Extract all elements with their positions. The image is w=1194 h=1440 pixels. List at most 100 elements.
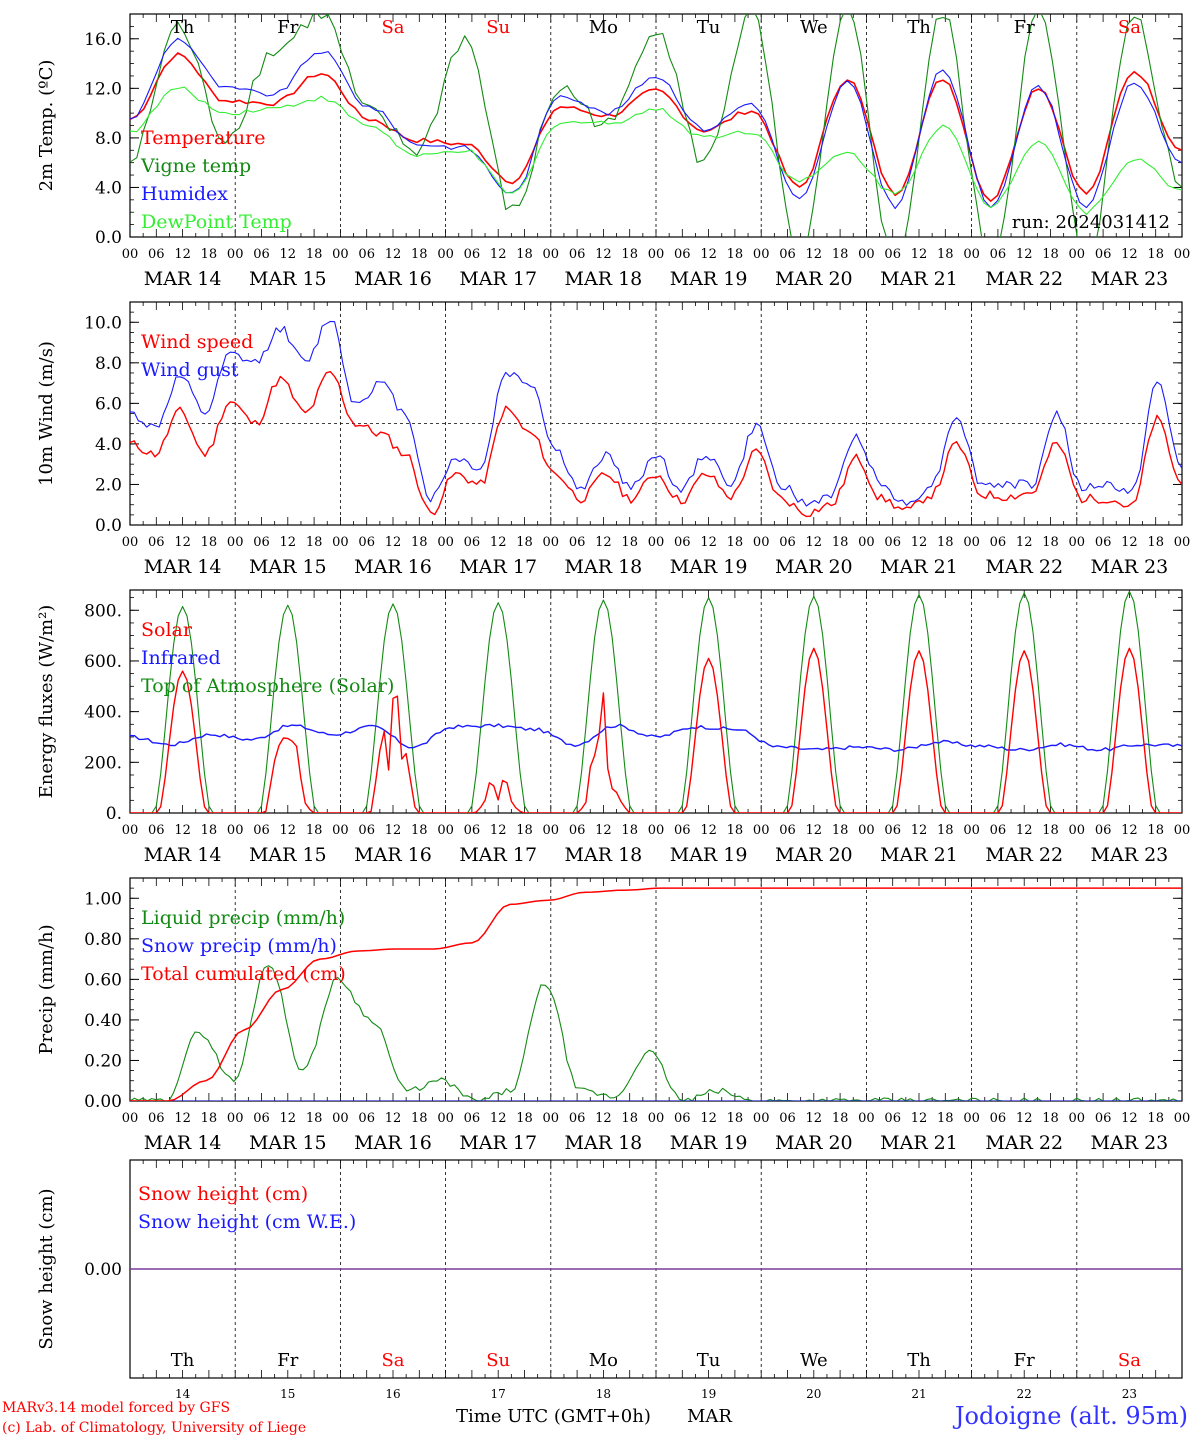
- hour-label: 06: [464, 1111, 481, 1126]
- hour-label: 06: [779, 823, 796, 838]
- series-line-dewpoint-temp: [130, 86, 1182, 216]
- hour-label: 18: [1042, 535, 1059, 550]
- hour-label: 12: [1121, 823, 1138, 838]
- hour-label: 06: [1095, 823, 1112, 838]
- hour-label: 06: [358, 1111, 375, 1126]
- weekday-label: Tu: [697, 17, 721, 38]
- hour-label: 00: [648, 535, 665, 550]
- hour-label: 18: [937, 1111, 954, 1126]
- y-tick-label: 2.0: [95, 475, 122, 495]
- hour-label: 12: [490, 247, 507, 262]
- date-label: MAR 15: [249, 844, 327, 866]
- weekday-label: Th: [907, 17, 931, 38]
- hour-label: 12: [1016, 535, 1033, 550]
- date-label: MAR 19: [670, 844, 748, 866]
- hour-label: 00: [332, 535, 349, 550]
- hour-label: 00: [437, 823, 454, 838]
- hour-label: 12: [280, 535, 297, 550]
- series-line-infrared: [130, 723, 1182, 752]
- series-line-wind-speed: [130, 371, 1182, 518]
- meteogram: 0.0 4.0 8.0 12.0 16.0 2m Temp. (ºC) 00 06 12 18 MA…: [36, 13, 1191, 1400]
- hour-label: 18: [411, 535, 428, 550]
- hour-label: 00: [753, 535, 770, 550]
- hour-label: 00: [963, 823, 980, 838]
- date-label: MAR 21: [880, 1132, 958, 1154]
- date-label: MAR 23: [1091, 268, 1169, 290]
- hour-label: 06: [253, 823, 270, 838]
- hour-label: 12: [911, 535, 928, 550]
- weekday-label: Fr: [277, 17, 298, 38]
- hour-label: 18: [621, 535, 638, 550]
- y-axis-title: Energy fluxes (W/m²): [36, 605, 57, 799]
- hour-label: 12: [385, 823, 402, 838]
- hour-label: 06: [1095, 535, 1112, 550]
- series-group: [130, 320, 1182, 518]
- series-line-wind-gust: [130, 320, 1182, 507]
- date-label: MAR 23: [1091, 556, 1169, 578]
- weekday-label: Fr: [277, 1350, 298, 1371]
- hour-label: 06: [148, 823, 165, 838]
- hour-label: 06: [884, 823, 901, 838]
- day-number: 22: [1017, 1387, 1032, 1400]
- y-tick-label: 800.: [84, 601, 122, 621]
- date-label: MAR 16: [354, 556, 432, 578]
- date-label: MAR 22: [985, 844, 1063, 866]
- hour-label: 00: [1069, 823, 1086, 838]
- date-label: MAR 14: [144, 1132, 222, 1154]
- legend-entry: Vigne temp: [140, 155, 251, 177]
- hour-label: 12: [174, 535, 191, 550]
- legend-entry: Snow height (cm): [138, 1183, 308, 1205]
- hour-label: 12: [174, 823, 191, 838]
- date-label: MAR 16: [354, 268, 432, 290]
- hour-label: 00: [858, 823, 875, 838]
- date-label: MAR 14: [144, 844, 222, 866]
- hour-label: 12: [700, 247, 717, 262]
- hour-label: 12: [490, 1111, 507, 1126]
- hour-label: 18: [937, 535, 954, 550]
- series-group: [130, 590, 1182, 813]
- y-axis-title: Snow height (cm): [36, 1188, 57, 1349]
- hour-label: 06: [779, 247, 796, 262]
- date-label: MAR 20: [775, 268, 853, 290]
- hour-label: 06: [884, 1111, 901, 1126]
- hour-label: 12: [490, 535, 507, 550]
- weekday-label: Th: [171, 1350, 195, 1371]
- day-number: 17: [491, 1387, 506, 1400]
- hour-label: 18: [621, 823, 638, 838]
- hour-label: 18: [727, 1111, 744, 1126]
- series-line-humidex: [130, 37, 1182, 210]
- hour-label: 18: [1147, 535, 1164, 550]
- date-label: MAR 18: [565, 268, 643, 290]
- hour-label: 06: [990, 1111, 1007, 1126]
- hour-label: 18: [516, 823, 533, 838]
- legend-entry: Humidex: [141, 183, 228, 205]
- panel-frame: [129, 301, 1183, 526]
- hour-label: 06: [569, 1111, 586, 1126]
- hour-label: 00: [122, 535, 139, 550]
- weekday-label: Mo: [589, 17, 618, 38]
- date-label: MAR 18: [565, 556, 643, 578]
- hour-label: 12: [1016, 247, 1033, 262]
- hour-label: 18: [832, 823, 849, 838]
- y-tick-label: 0.00: [84, 1260, 122, 1280]
- hour-label: 12: [595, 535, 612, 550]
- date-label: MAR 20: [775, 1132, 853, 1154]
- hour-label: 00: [753, 823, 770, 838]
- legend-entry: Wind speed: [141, 331, 253, 353]
- station-name: Jodoigne (alt. 95m): [954, 1402, 1188, 1430]
- y-tick-label: 16.0: [84, 30, 122, 50]
- hour-label: 12: [595, 1111, 612, 1126]
- hour-label: 12: [911, 1111, 928, 1126]
- hour-label: 00: [1174, 247, 1191, 262]
- y-tick-label: 0.80: [84, 930, 122, 950]
- legend-entry: Temperature: [141, 127, 265, 149]
- day-number: 15: [280, 1387, 295, 1400]
- hour-label: 06: [464, 823, 481, 838]
- date-label: MAR 18: [565, 844, 643, 866]
- legend-entry: Infrared: [141, 647, 221, 669]
- hour-label: 18: [411, 823, 428, 838]
- weekday-label: We: [800, 1350, 828, 1371]
- series-line-vigne-temp: [130, 14, 1182, 237]
- date-label: MAR 19: [670, 1132, 748, 1154]
- weekday-label: Fr: [1014, 1350, 1035, 1371]
